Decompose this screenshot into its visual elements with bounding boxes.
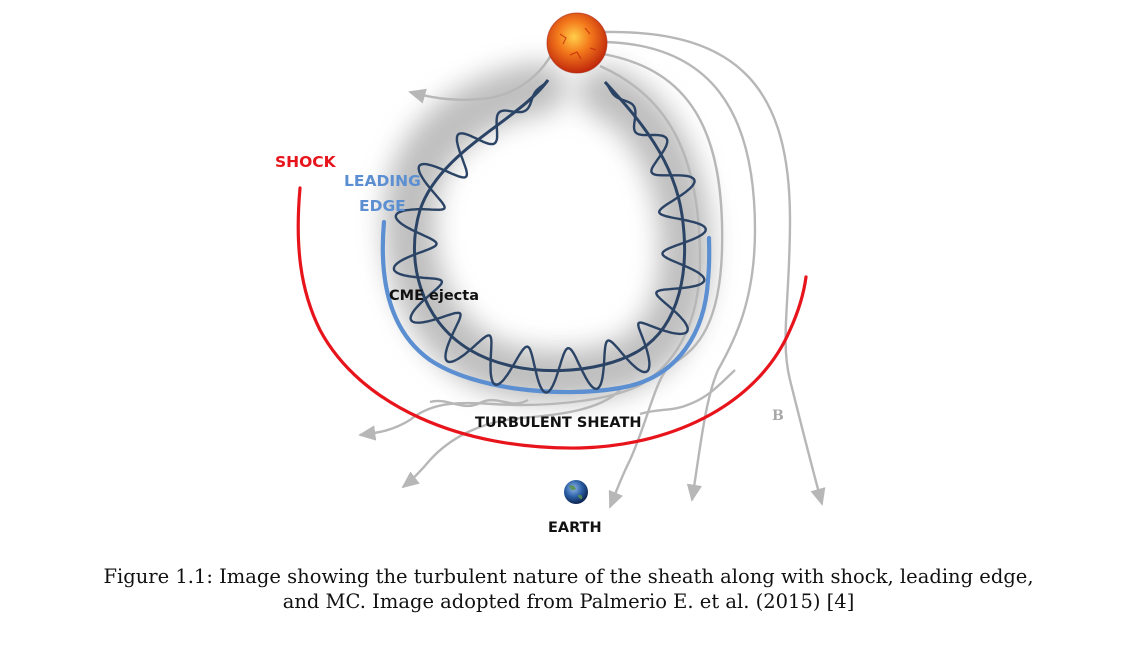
- shock-front: [296, 186, 808, 450]
- leading-edge-label-line1: LEADING: [344, 172, 421, 190]
- caption-line-2: and MC. Image adopted from Palmerio E. e…: [282, 590, 855, 613]
- field-line-3: [604, 40, 757, 502]
- cme-ejecta-label: CME ejecta: [389, 288, 479, 304]
- flux-rope: [392, 79, 707, 394]
- field-line-1: [408, 51, 555, 104]
- field-line-4: [602, 52, 724, 509]
- flux-rope-twist: [392, 79, 707, 394]
- caption-line-1: Figure 1.1: Image showing the turbulent …: [103, 565, 1034, 588]
- b-field-label: B: [772, 408, 784, 424]
- leading-edge: [380, 219, 712, 395]
- sun-icon: [546, 12, 608, 74]
- figure-caption: Figure 1.1: Image showing the turbulent …: [0, 564, 1137, 614]
- shock-label: SHOCK: [275, 153, 337, 171]
- earth-label: EARTH: [548, 520, 602, 536]
- field-line-8: [639, 369, 736, 416]
- field-line-6: [401, 389, 621, 489]
- field-lines: [358, 30, 826, 509]
- turbulent-sheath-label: TURBULENT SHEATH: [475, 415, 641, 431]
- field-line-7: [429, 398, 529, 408]
- sheath-cloud: [383, 62, 712, 403]
- field-line-2: [604, 30, 826, 506]
- flux-rope-axis: [413, 79, 687, 373]
- leading-edge-label-line2: EDGE: [359, 197, 406, 215]
- earth-icon: [564, 480, 588, 504]
